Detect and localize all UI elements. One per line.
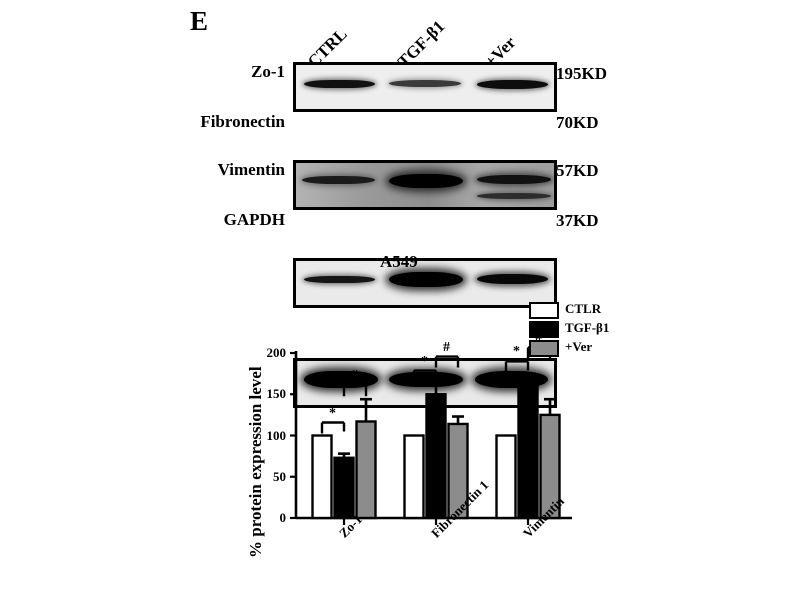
mw-label-fibronectin: 70KD [556, 113, 599, 132]
blot-label-zo1: Zo-1 [251, 62, 285, 81]
significance-marker: * [513, 344, 520, 360]
significance-marker: * [329, 405, 336, 421]
x-tick-label: Zo-1 [336, 511, 365, 541]
blot-lane-gapdh-tgfb1 [386, 361, 466, 405]
legend-swatch-ver [529, 340, 559, 357]
cell-line-label: A549 [380, 252, 418, 271]
blot-lane-vimentin-ver [474, 261, 551, 305]
x-tick-label: Fibronectin 1 [428, 477, 492, 541]
mw-label-gapdh: 37KD [556, 211, 599, 230]
x-tick-label: Vimentin [520, 493, 568, 541]
significance-marker: # [351, 368, 358, 384]
mw-label-zo1: 195KD [556, 64, 607, 83]
blot-lane-vimentin-ctrl [301, 261, 378, 305]
y-tick-label: 100 [266, 427, 287, 443]
y-tick-label: 50 [273, 468, 286, 484]
blot-panel-zo1 [293, 62, 557, 112]
legend-swatch-ctlr [529, 302, 559, 319]
blot-lane-zo1-ctrl [301, 65, 378, 109]
significance-marker: # [443, 339, 450, 355]
legend-label-tgfb1: TGF-β1 [565, 320, 610, 335]
panel-letter: E [190, 6, 209, 36]
blot-panel-vimentin [293, 258, 557, 308]
blot-lane-vimentin-tgfb1 [386, 261, 466, 305]
blot-lane-fibronectin-ver [474, 163, 554, 207]
legend-label-ver: +Ver [565, 339, 593, 354]
blot-lane-fibronectin-tgfb1 [386, 163, 466, 207]
blot-lane-zo1-tgfb1 [386, 65, 463, 109]
blot-lane-gapdh-ctrl [301, 361, 381, 405]
y-tick-label: 150 [266, 386, 287, 402]
blot-lane-fibronectin-ctrl [299, 163, 379, 207]
mw-label-vimentin: 57KD [556, 161, 599, 180]
significance-marker: * [421, 353, 428, 369]
legend-swatch-tgfb1 [529, 321, 559, 338]
blot-lane-zo1-ver [474, 65, 551, 109]
y-tick-label: 200 [266, 345, 287, 360]
blot-label-vimentin: Vimentin [217, 160, 285, 179]
blot-panel-fibronectin [293, 160, 557, 210]
legend-label-ctlr: CTLR [565, 301, 602, 316]
blot-label-fibronectin: Fibronectin [200, 112, 285, 131]
chart-legend: CTLR TGF-β1 +Ver [529, 300, 649, 358]
blot-label-gapdh: GAPDH [223, 210, 285, 229]
y-tick-label: 0 [279, 510, 287, 525]
